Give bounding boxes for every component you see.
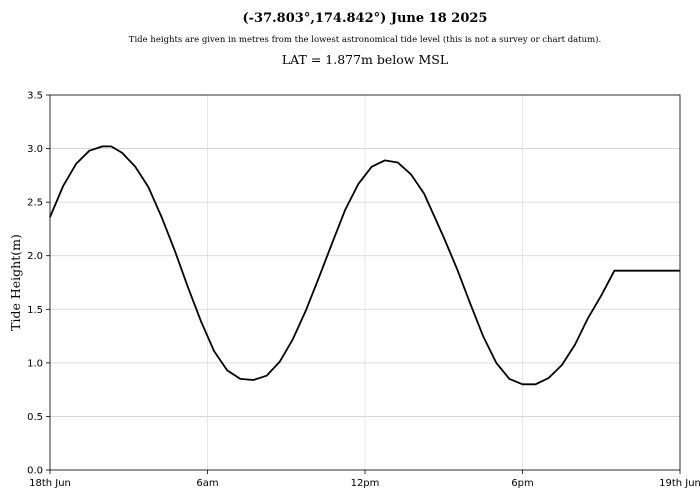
y-tick-label: 1.0: [27, 358, 43, 369]
y-axis-label: Tide Height(m): [8, 234, 23, 331]
chart-title: (-37.803°,174.842°) June 18 2025: [242, 11, 488, 26]
x-tick-label: 19th Jun: [659, 478, 700, 489]
y-tick-label: 2.5: [27, 198, 43, 209]
y-tick-label: 0.5: [27, 412, 43, 423]
axis-ticks: 0.0 0.5 1.0 1.5 2.0 2.5 3.0 3.5 18th Jun 6am 12pm 6…: [27, 91, 700, 490]
y-tick-label: 2.0: [27, 251, 43, 262]
x-tick-label: 18th Jun: [29, 478, 71, 489]
y-tick-label: 3.0: [27, 144, 43, 155]
chart-lat-note: LAT = 1.877m below MSL: [281, 52, 449, 67]
y-tick-label: 1.5: [27, 305, 43, 316]
y-tick-label: 0.0: [27, 466, 43, 477]
tide-height-line: [49, 145, 680, 386]
chart-subtitle: Tide heights are given in metres from th…: [128, 35, 602, 45]
x-tick-label: 6am: [196, 478, 218, 489]
y-tick-label: 3.5: [27, 91, 43, 102]
series-group: [49, 145, 680, 386]
x-tick-label: 12pm: [351, 478, 380, 489]
grid-lines: [49, 94, 681, 471]
x-tick-label: 6pm: [511, 478, 533, 489]
